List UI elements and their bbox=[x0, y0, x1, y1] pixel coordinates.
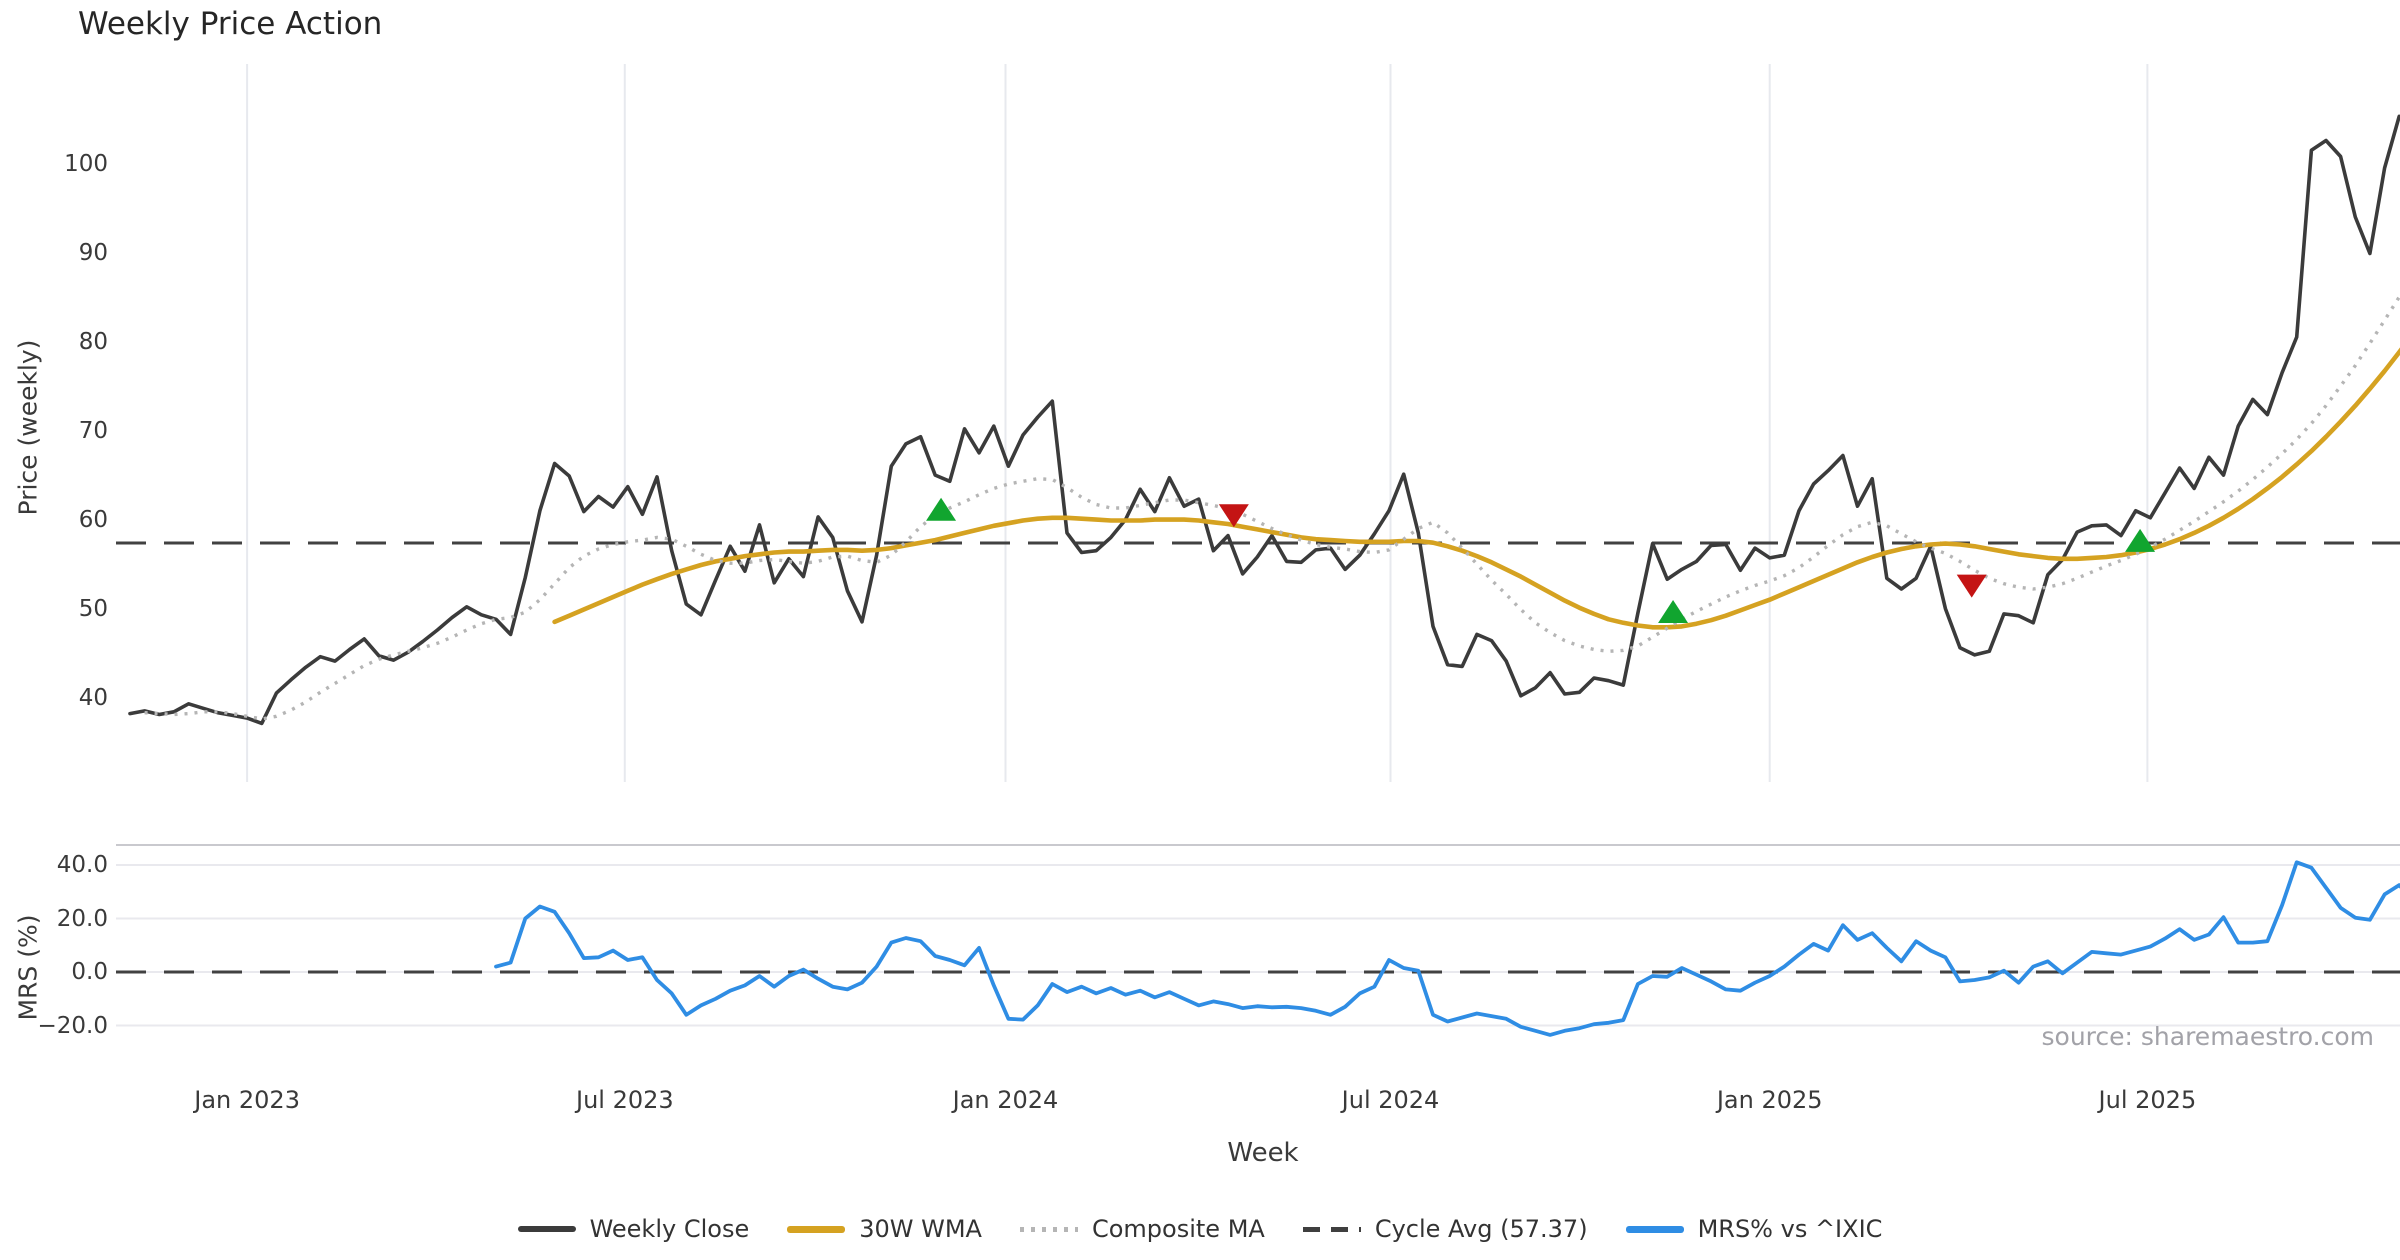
mrs-tick-label: −20.0 bbox=[37, 1012, 108, 1039]
mrs-tick-label: 40.0 bbox=[56, 852, 108, 878]
sell-signal-marker bbox=[1218, 504, 1249, 528]
x-tick-label: Jul 2025 bbox=[2098, 1086, 2197, 1114]
legend: Weekly Close 30W WMA Composite MA Cycle Avg… bbox=[0, 1206, 2400, 1252]
buy-signal-marker bbox=[2125, 528, 2156, 552]
mrs-tick-label: 20.0 bbox=[56, 905, 108, 932]
price-tick-label: 60 bbox=[78, 506, 108, 533]
legend-item-mrs: MRS% vs ^IXIC bbox=[1625, 1215, 1883, 1243]
mrs-legend-swatch bbox=[1625, 1225, 1684, 1233]
buy-signal-marker bbox=[1658, 600, 1689, 624]
chart-title: Weekly Price Action bbox=[78, 6, 383, 42]
weekly-close-line bbox=[128, 114, 2400, 726]
price-tick-label: 70 bbox=[78, 417, 108, 444]
x-tick-label: Jan 2023 bbox=[194, 1086, 300, 1114]
buy-signal-marker bbox=[926, 497, 957, 521]
price-tick-label: 100 bbox=[64, 150, 108, 177]
price-tick-label: 80 bbox=[78, 328, 108, 355]
legend-item-weekly_close: Weekly Close bbox=[517, 1215, 750, 1243]
legend-label: Weekly Close bbox=[589, 1215, 750, 1243]
x-tick-label: Jul 2023 bbox=[575, 1086, 674, 1114]
price-tick-label: 50 bbox=[78, 595, 108, 622]
weekly_close-legend-swatch bbox=[517, 1226, 576, 1232]
mrs-line bbox=[494, 860, 2400, 1037]
legend-label: MRS% vs ^IXIC bbox=[1697, 1215, 1883, 1243]
composite-ma-line bbox=[144, 293, 2400, 721]
composite-legend-swatch bbox=[1019, 1226, 1078, 1232]
legend-label: Cycle Avg (57.37) bbox=[1374, 1215, 1588, 1243]
wma-line bbox=[552, 347, 2400, 630]
source-credit: source: sharemaestro.com bbox=[2041, 1022, 2375, 1051]
x-tick-label: Jul 2024 bbox=[1341, 1086, 1440, 1114]
mrs-tick-label: 0.0 bbox=[71, 959, 108, 985]
legend-item-cycle_avg: Cycle Avg (57.37) bbox=[1302, 1215, 1588, 1243]
legend-item-wma: 30W WMA bbox=[787, 1215, 982, 1243]
legend-label: 30W WMA bbox=[859, 1215, 982, 1243]
legend-item-composite: Composite MA bbox=[1019, 1215, 1265, 1243]
x-axis-label: Week bbox=[1227, 1138, 1299, 1168]
price-tick-label: 90 bbox=[78, 239, 108, 266]
x-tick-label: Jan 2025 bbox=[1716, 1086, 1823, 1114]
cycle_avg-legend-swatch bbox=[1302, 1226, 1361, 1232]
wma-legend-swatch bbox=[787, 1225, 846, 1233]
x-tick-label: Jan 2024 bbox=[952, 1086, 1059, 1114]
sell-signal-marker bbox=[1956, 574, 1987, 598]
legend-label: Composite MA bbox=[1091, 1215, 1265, 1243]
price-tick-label: 40 bbox=[78, 684, 108, 711]
